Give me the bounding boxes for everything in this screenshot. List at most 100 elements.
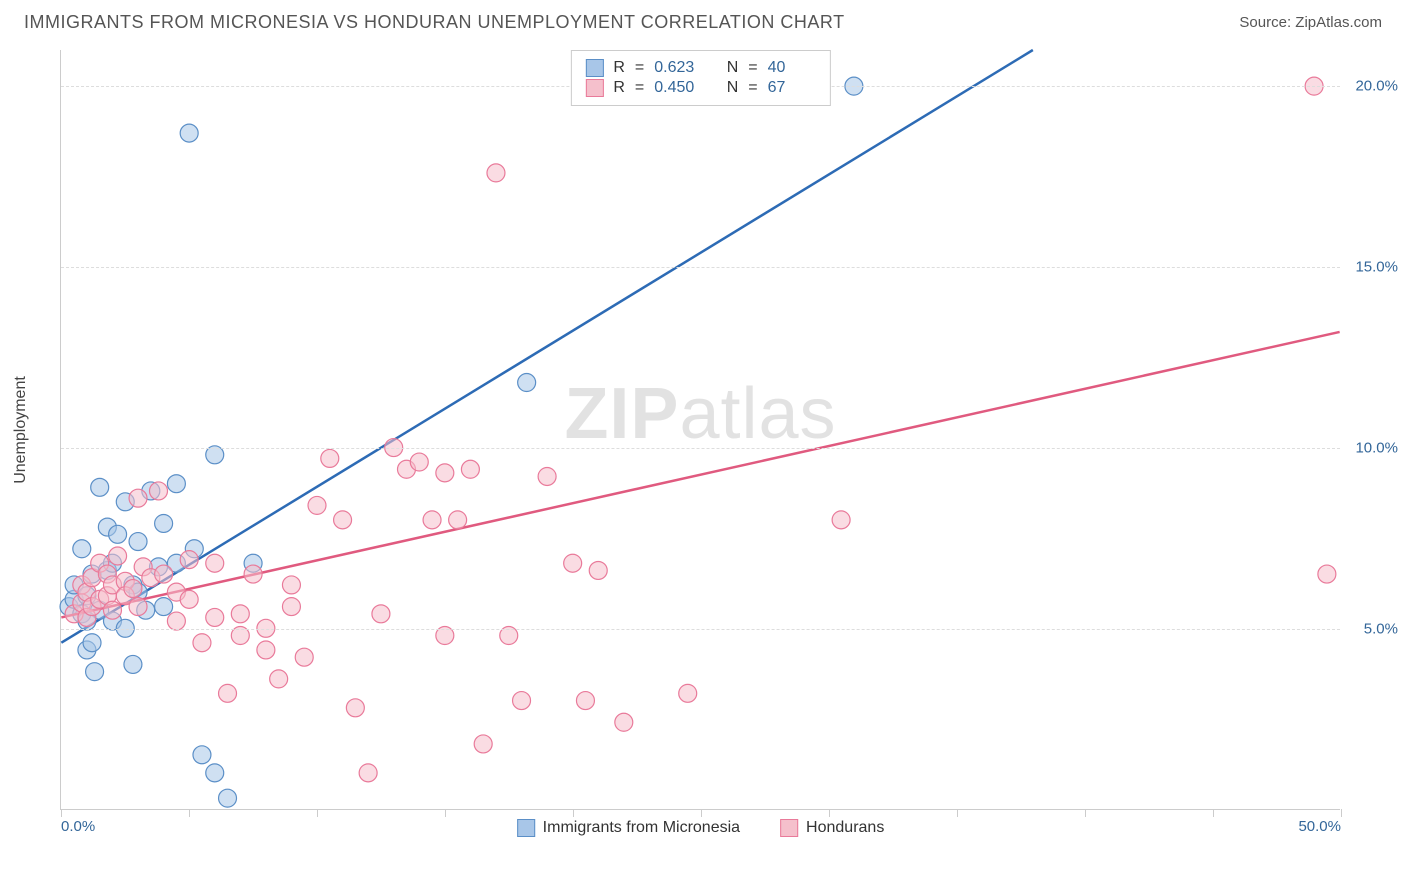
data-point xyxy=(513,692,531,710)
data-point xyxy=(270,670,288,688)
legend-item-1: Hondurans xyxy=(780,819,884,837)
equals-sign-3: = xyxy=(635,79,644,97)
n-label-1: N xyxy=(727,79,739,97)
data-point xyxy=(423,511,441,529)
xtick-label: 0.0% xyxy=(61,818,95,835)
gridline-h xyxy=(61,629,1340,630)
data-point xyxy=(206,608,224,626)
equals-sign-4: = xyxy=(748,79,757,97)
xtick xyxy=(317,809,318,817)
data-point xyxy=(518,374,536,392)
trend-line xyxy=(61,50,1033,643)
data-point xyxy=(372,605,390,623)
stats-row-series-1: R = 0.450 N = 67 xyxy=(585,79,815,97)
data-point xyxy=(219,684,237,702)
legend-item-0: Immigrants from Micronesia xyxy=(517,819,740,837)
data-point xyxy=(155,514,173,532)
data-point xyxy=(257,641,275,659)
scatter-plot-svg xyxy=(61,50,1340,809)
xtick xyxy=(1213,809,1214,817)
data-point xyxy=(167,475,185,493)
legend-swatch-1 xyxy=(780,819,798,837)
data-point xyxy=(244,565,262,583)
data-point xyxy=(219,789,237,807)
xtick-label: 50.0% xyxy=(1298,818,1341,835)
gridline-h xyxy=(61,267,1340,268)
data-point xyxy=(129,533,147,551)
n-value-0: 40 xyxy=(768,59,816,77)
r-label-1: R xyxy=(613,79,625,97)
data-point xyxy=(832,511,850,529)
chart-area: Unemployment ZIPatlas R = 0.623 N = 40 R… xyxy=(60,50,1380,840)
data-point xyxy=(589,561,607,579)
data-point xyxy=(334,511,352,529)
data-point xyxy=(167,612,185,630)
data-point xyxy=(109,525,127,543)
data-point xyxy=(436,464,454,482)
data-point xyxy=(193,746,211,764)
data-point xyxy=(538,467,556,485)
data-point xyxy=(615,713,633,731)
data-point xyxy=(282,576,300,594)
data-point xyxy=(83,634,101,652)
data-point xyxy=(449,511,467,529)
data-point xyxy=(129,598,147,616)
xtick xyxy=(829,809,830,817)
r-value-0: 0.623 xyxy=(654,59,702,77)
data-point xyxy=(679,684,697,702)
plot-region: Unemployment ZIPatlas R = 0.623 N = 40 R… xyxy=(60,50,1340,810)
source-name: ZipAtlas.com xyxy=(1295,14,1382,31)
data-point xyxy=(193,634,211,652)
data-point xyxy=(180,551,198,569)
legend-label-1: Hondurans xyxy=(806,819,884,837)
r-value-1: 0.450 xyxy=(654,79,702,97)
data-point xyxy=(461,460,479,478)
ytick-label: 5.0% xyxy=(1364,621,1398,638)
data-point xyxy=(180,124,198,142)
data-point xyxy=(155,598,173,616)
xtick xyxy=(957,809,958,817)
swatch-series-0 xyxy=(585,59,603,77)
ytick-label: 15.0% xyxy=(1355,259,1398,276)
equals-sign: = xyxy=(635,59,644,77)
ytick-label: 10.0% xyxy=(1355,440,1398,457)
stats-row-series-0: R = 0.623 N = 40 xyxy=(585,59,815,77)
data-point xyxy=(564,554,582,572)
source-attribution: Source: ZipAtlas.com xyxy=(1239,14,1382,31)
n-label: N xyxy=(727,59,739,77)
data-point xyxy=(1318,565,1336,583)
xtick xyxy=(189,809,190,817)
data-point xyxy=(295,648,313,666)
xtick xyxy=(61,809,62,817)
data-point xyxy=(129,489,147,507)
gridline-h xyxy=(61,448,1340,449)
data-point xyxy=(231,605,249,623)
bottom-legend: Immigrants from Micronesia Hondurans xyxy=(517,819,885,837)
data-point xyxy=(282,598,300,616)
r-label: R xyxy=(613,59,625,77)
y-axis-label: Unemployment xyxy=(12,376,30,484)
correlation-stats-box: R = 0.623 N = 40 R = 0.450 N = 67 xyxy=(570,50,830,106)
data-point xyxy=(321,449,339,467)
data-point xyxy=(206,764,224,782)
data-point xyxy=(124,580,142,598)
legend-swatch-0 xyxy=(517,819,535,837)
swatch-series-1 xyxy=(585,79,603,97)
data-point xyxy=(86,663,104,681)
data-point xyxy=(206,554,224,572)
xtick xyxy=(1341,809,1342,817)
data-point xyxy=(474,735,492,753)
data-point xyxy=(359,764,377,782)
data-point xyxy=(73,540,91,558)
source-prefix: Source: xyxy=(1239,14,1295,31)
ytick-label: 20.0% xyxy=(1355,78,1398,95)
n-value-1: 67 xyxy=(768,79,816,97)
xtick xyxy=(701,809,702,817)
data-point xyxy=(150,482,168,500)
equals-sign-2: = xyxy=(748,59,757,77)
data-point xyxy=(576,692,594,710)
xtick xyxy=(573,809,574,817)
legend-label-0: Immigrants from Micronesia xyxy=(543,819,740,837)
data-point xyxy=(124,655,142,673)
data-point xyxy=(91,478,109,496)
